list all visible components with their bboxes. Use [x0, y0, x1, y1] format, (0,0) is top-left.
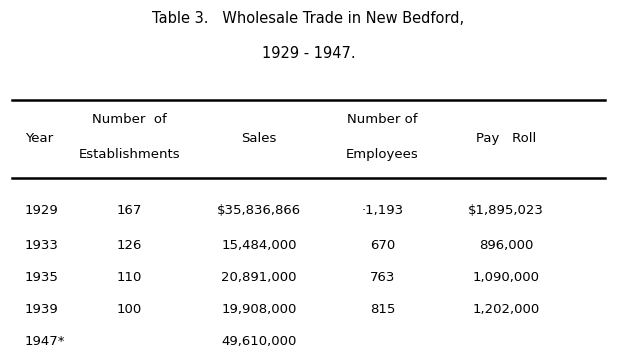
- Text: 1,202,000: 1,202,000: [473, 303, 539, 316]
- Text: 1933: 1933: [25, 239, 59, 252]
- Text: 670: 670: [370, 239, 395, 252]
- Text: $35,836,866: $35,836,866: [217, 204, 301, 216]
- Text: Number  of: Number of: [92, 113, 167, 126]
- Text: 110: 110: [117, 271, 143, 284]
- Text: Sales: Sales: [241, 132, 277, 145]
- Text: 100: 100: [117, 303, 142, 316]
- Text: 15,484,000: 15,484,000: [222, 239, 297, 252]
- Text: 49,610,000: 49,610,000: [222, 335, 297, 348]
- Text: 815: 815: [370, 303, 395, 316]
- Text: 1939: 1939: [25, 303, 59, 316]
- Text: Year: Year: [25, 132, 53, 145]
- Text: 1935: 1935: [25, 271, 59, 284]
- Text: 1,090,000: 1,090,000: [473, 271, 539, 284]
- Text: 896,000: 896,000: [479, 239, 533, 252]
- Text: Table 3.   Wholesale Trade in New Bedford,: Table 3. Wholesale Trade in New Bedford,: [152, 11, 465, 26]
- Text: Employees: Employees: [346, 148, 419, 161]
- Text: 1929: 1929: [25, 204, 59, 216]
- Text: 1947*: 1947*: [25, 335, 65, 348]
- Text: ·1,193: ·1,193: [362, 204, 404, 216]
- Text: $1,895,023: $1,895,023: [468, 204, 544, 216]
- Text: Number of: Number of: [347, 113, 418, 126]
- Text: 20,891,000: 20,891,000: [222, 271, 297, 284]
- Text: Establishments: Establishments: [79, 148, 180, 161]
- Text: 19,908,000: 19,908,000: [222, 303, 297, 316]
- Text: 1929 - 1947.: 1929 - 1947.: [262, 46, 355, 61]
- Text: 126: 126: [117, 239, 143, 252]
- Text: 167: 167: [117, 204, 143, 216]
- Text: 763: 763: [370, 271, 395, 284]
- Text: Pay   Roll: Pay Roll: [476, 132, 536, 145]
